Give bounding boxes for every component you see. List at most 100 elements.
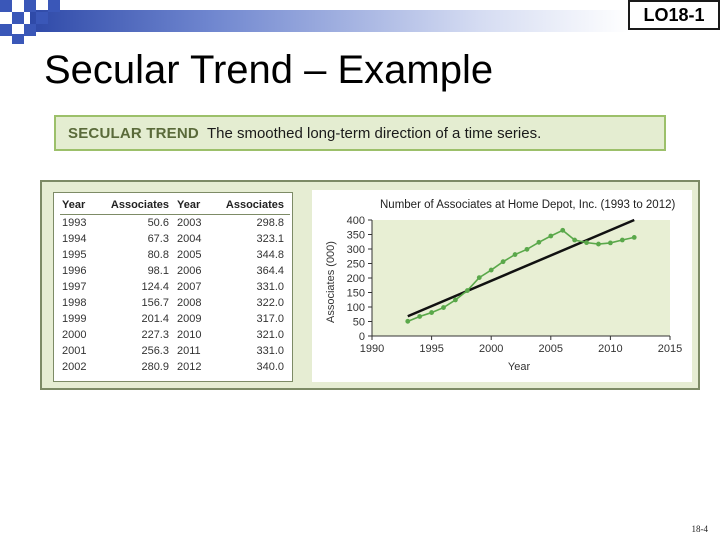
table-cell-associates: 98.1	[147, 264, 169, 277]
y-tick-label: 150	[347, 288, 365, 300]
table-cell-associates: 323.1	[256, 232, 284, 245]
gradient-bar	[30, 10, 630, 32]
table-cell-associates: 280.9	[141, 360, 169, 373]
data-point	[441, 305, 446, 310]
y-tick-label: 400	[347, 215, 365, 227]
table-cell-associates: 364.4	[256, 264, 284, 277]
table-header-row: Year Associates Year Associates	[60, 197, 290, 215]
table-cell-associates: 256.3	[141, 344, 169, 357]
definition-text: The smoothed long-term direction of a ti…	[206, 124, 542, 142]
data-point	[584, 240, 589, 246]
table-cell-associates: 344.8	[256, 248, 284, 261]
y-tick-label: 100	[347, 302, 365, 314]
data-point	[619, 237, 625, 243]
table-cell-associates: 124.4	[141, 280, 169, 293]
table-cell-associates: 322.0	[256, 296, 284, 309]
definition-box: SECULAR TREND The smoothed long-term dir…	[54, 115, 666, 151]
data-point	[464, 288, 470, 293]
y-tick-label: 200	[347, 273, 365, 285]
table-cell-associates: 201.4	[141, 312, 169, 325]
x-tick-label: 2015	[658, 343, 682, 355]
table-cell-associates: 340.0	[256, 360, 284, 373]
table-header-associates: Associates	[209, 197, 290, 215]
x-tick-label: 1990	[360, 343, 384, 355]
y-tick-label: 300	[347, 244, 365, 256]
table-cell-associates: 298.8	[256, 216, 284, 229]
data-point	[500, 259, 506, 265]
line-chart: Number of Associates at Home Depot, Inc.…	[325, 199, 682, 373]
table-cell-associates: 80.8	[147, 248, 169, 261]
table-header-associates: Associates	[94, 197, 175, 215]
data-point	[608, 240, 613, 246]
table-row: 2001 256.3 2011 331.0	[60, 343, 290, 359]
data-point	[429, 310, 434, 315]
x-tick-label: 2005	[539, 343, 563, 355]
x-tick-label: 2010	[598, 343, 622, 355]
slide-title: Secular Trend – Example	[44, 48, 494, 92]
table-cell-associates: 331.0	[256, 344, 284, 357]
table-row: 2002 280.9 2012 340.0	[60, 359, 290, 375]
table-cell-year: 2011	[176, 344, 201, 357]
chart-box: Number of Associates at Home Depot, Inc.…	[312, 190, 692, 382]
lo-badge: LO18-1	[628, 0, 720, 30]
y-tick-label: 0	[359, 331, 365, 343]
table-row: 1999 201.4 2009 317.0	[60, 311, 290, 327]
x-tick-label: 1995	[419, 343, 443, 355]
table-cell-associates: 317.0	[256, 312, 284, 325]
table-cell-year: 2000	[62, 328, 87, 341]
table-row: 1998 156.7 2008 322.0	[60, 295, 290, 311]
y-tick-label: 50	[353, 317, 365, 329]
data-point	[417, 314, 423, 319]
table-cell-associates: 67.3	[147, 232, 169, 245]
table-row: 1994 67.3 2004 323.1	[60, 231, 290, 247]
data-point	[453, 297, 458, 303]
table-row: 1996 98.1 2006 364.4	[60, 263, 290, 279]
title-bar-decoration: LO18-1	[0, 0, 720, 46]
table-cell-year: 2010	[176, 328, 202, 341]
data-point	[596, 241, 601, 247]
table-cell-year: 2007	[176, 280, 202, 293]
x-axis-label: Year	[508, 361, 531, 373]
table-cell-year: 2009	[176, 312, 202, 325]
table-cell-associates: 50.6	[147, 216, 169, 229]
table-cell-year: 2004	[176, 232, 202, 245]
table-cell-year: 1995	[62, 248, 87, 261]
checker-logo	[0, 0, 60, 46]
table-cell-year: 1998	[62, 296, 87, 309]
table-row: 1995 80.8 2005 344.8	[60, 247, 290, 263]
data-point	[572, 237, 578, 243]
table-row: 1997 124.4 2007 331.0	[60, 279, 290, 295]
y-tick-label: 250	[347, 259, 365, 271]
table-cell-year: 2005	[176, 248, 202, 261]
page-number: 18-4	[691, 524, 709, 534]
figure-panel: Year Associates Year Associates 1993 50.6…	[40, 180, 700, 390]
data-point	[405, 318, 411, 324]
table-cell-year: 2001	[62, 344, 87, 357]
table-row: 1993 50.6 2003 298.8	[60, 215, 290, 231]
table-cell-year: 1993	[62, 216, 87, 229]
x-tick-label: 2000	[479, 343, 503, 355]
table-cell-year: 1999	[62, 312, 87, 325]
data-table-box: Year Associates Year Associates 1993 50.6…	[53, 192, 293, 382]
table-cell-year: 2012	[176, 360, 202, 373]
data-point	[631, 235, 637, 240]
data-point	[536, 239, 542, 245]
table-cell-year: 1994	[62, 232, 87, 245]
table-cell-associates: 331.0	[256, 280, 284, 293]
table-cell-associates: 227.3	[141, 328, 169, 341]
data-point	[548, 233, 554, 239]
data-point	[476, 275, 482, 280]
table-header-year: Year	[174, 197, 210, 215]
trend-line	[407, 218, 635, 318]
table-header-year: Year	[60, 197, 95, 215]
table-cell-associates: 156.7	[141, 296, 169, 309]
data-point	[488, 267, 494, 273]
y-axis-label: Associates (000)	[325, 241, 337, 323]
definition-term: SECULAR TREND	[68, 124, 199, 142]
table-row: 2000 227.3 2010 321.0	[60, 327, 290, 343]
table-cell-year: 2003	[176, 216, 202, 229]
table-cell-year: 2002	[62, 360, 87, 373]
data-point	[560, 227, 566, 233]
table-cell-year: 2008	[176, 296, 202, 309]
data-table: Year Associates Year Associates 1993 50.6…	[60, 197, 290, 375]
